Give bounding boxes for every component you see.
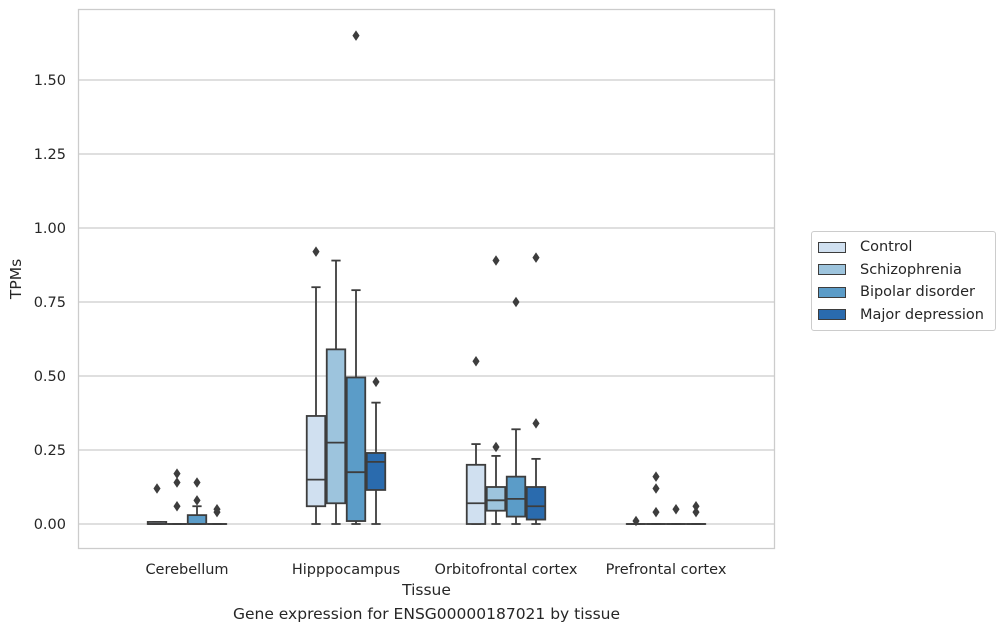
outlier-point — [652, 483, 660, 494]
box-body — [325, 348, 347, 505]
y-axis-title: TPMs — [7, 259, 25, 300]
boxes-layer — [146, 30, 707, 527]
tick-labels: 0.00 0.25 0.50 0.75 1.00 1.25 1.50 Cerebellum Hi… — [34, 73, 727, 578]
legend-item: Bipolar disorder — [812, 281, 995, 304]
box-body — [305, 415, 327, 508]
box-control — [625, 515, 647, 527]
outlier-point — [692, 500, 700, 512]
outlier-point — [672, 503, 680, 515]
legend-label: Schizophrenia — [860, 261, 962, 278]
y-tick-label: 1.50 — [34, 73, 66, 89]
outlier-point — [153, 483, 161, 494]
legend-item: Schizophrenia — [812, 259, 995, 282]
x-tick-label: Orbitofrontal cortex — [435, 562, 578, 578]
box-body — [365, 452, 387, 491]
legend-swatch — [818, 286, 846, 298]
outlier-point — [472, 355, 480, 367]
legend-item: Major depression — [812, 304, 995, 327]
box-control — [305, 246, 327, 525]
outlier-point — [532, 252, 540, 263]
legend-label: Bipolar disorder — [860, 284, 975, 301]
outlier-point — [692, 506, 700, 518]
outlier-point — [532, 418, 540, 429]
box-schizophrenia — [166, 468, 188, 525]
x-tick-label: Prefrontal cortex — [606, 562, 727, 578]
box-major-depression — [525, 252, 547, 525]
box-bipolar-disorder — [505, 296, 527, 525]
outlier-point — [372, 376, 380, 388]
outlier-point — [512, 296, 520, 308]
outlier-point — [492, 255, 500, 266]
box-body — [345, 376, 367, 522]
x-tick-label: Cerebellum — [145, 562, 228, 578]
plot-frame — [77, 8, 776, 550]
outlier-point — [173, 500, 181, 512]
box-schizophrenia — [645, 471, 667, 525]
box-bipolar-disorder — [665, 503, 687, 525]
box-control — [465, 355, 487, 525]
legend-label: Major depression — [860, 306, 984, 323]
outlier-point — [652, 471, 660, 482]
outlier-point — [352, 30, 360, 41]
y-tick-label: 1.25 — [34, 147, 66, 163]
box-major-depression — [365, 376, 387, 525]
box-body — [505, 475, 527, 518]
y-tick-label: 0.00 — [34, 517, 66, 533]
legend-label: Control — [860, 239, 913, 256]
box-major-depression — [685, 500, 707, 525]
box-bipolar-disorder — [186, 477, 208, 525]
box-bipolar-disorder — [345, 30, 367, 525]
outlier-point — [312, 246, 320, 257]
outlier-point — [173, 468, 181, 479]
box-body — [525, 486, 547, 521]
legend-item: Control — [812, 236, 995, 259]
box-body — [465, 463, 487, 525]
y-tick-label: 0.75 — [34, 295, 66, 311]
outlier-point — [632, 515, 640, 527]
box-body — [186, 514, 208, 525]
legend-swatch — [818, 264, 846, 276]
grid-lines — [78, 79, 775, 525]
box-schizophrenia — [485, 255, 507, 525]
outlier-point — [213, 503, 221, 515]
box-schizophrenia — [325, 259, 347, 525]
y-tick-label: 0.25 — [34, 443, 66, 459]
legend-swatch — [818, 241, 846, 253]
x-axis-title: Tissue — [401, 581, 451, 599]
outlier-point — [173, 477, 181, 488]
figure-caption: Gene expression for ENSG00000187021 by t… — [232, 605, 621, 623]
x-tick-label: Hipppocampus — [292, 562, 400, 578]
outlier-point — [492, 441, 500, 453]
box-control — [146, 483, 168, 525]
y-tick-label: 0.50 — [34, 369, 66, 385]
legend-swatch — [818, 309, 846, 321]
box-major-depression — [206, 503, 228, 525]
legend: Control Schizophrenia Bipolar disorder Majo… — [811, 231, 996, 331]
y-tick-label: 1.00 — [34, 221, 66, 237]
outlier-point — [193, 477, 201, 488]
outlier-point — [652, 506, 660, 518]
outlier-point — [193, 495, 201, 506]
box-body — [485, 486, 507, 512]
